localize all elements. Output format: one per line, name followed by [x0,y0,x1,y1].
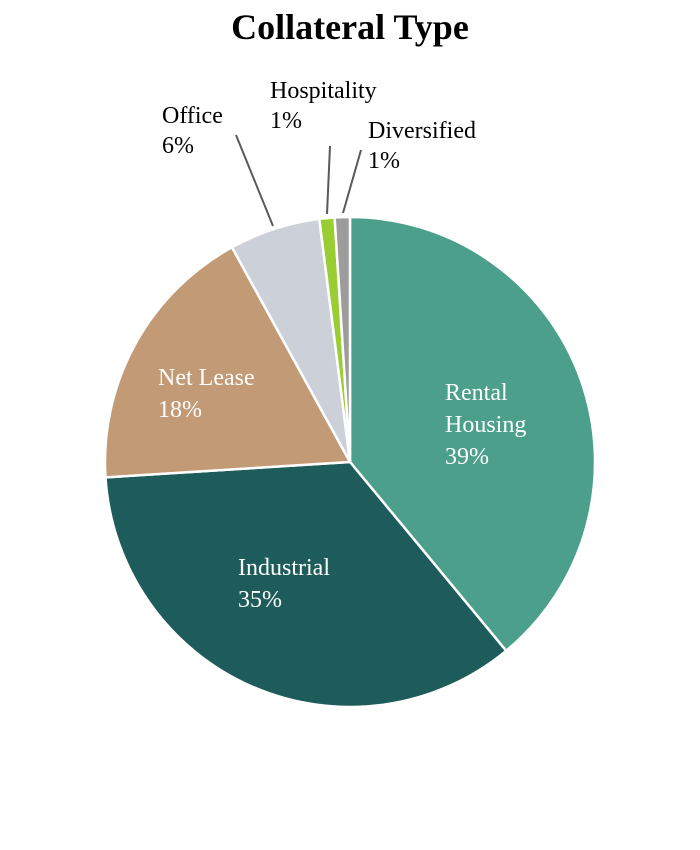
data-label-rental-housing: Housing [445,412,526,438]
pie-slice-net-lease [103,246,352,479]
data-label-office: Office [162,103,223,129]
data-label-industrial: Industrial [238,555,330,581]
pie-slice-diversified [333,215,352,464]
data-label-pct-hospitality: 1% [270,108,302,134]
data-label-diversified: Diversified [368,118,476,144]
pie-slice-rental-housing [348,215,597,653]
data-label-pct-rental-housing: 39% [445,444,489,470]
data-label-pct-industrial: 35% [238,587,282,613]
leader-line-office [235,134,274,227]
chart-title: Collateral Type [231,7,469,47]
data-label-pct-diversified: 1% [368,148,400,174]
leader-line-diversified [342,149,362,214]
data-label-rental-housing: Rental [445,380,508,406]
data-label-net-lease: Net Lease [158,365,255,391]
data-label-hospitality: Hospitality [270,78,377,104]
pie-slice-industrial [104,460,508,709]
leader-line-hospitality [326,145,331,215]
data-label-pct-office: 6% [162,133,194,159]
data-label-pct-net-lease: 18% [158,397,202,423]
